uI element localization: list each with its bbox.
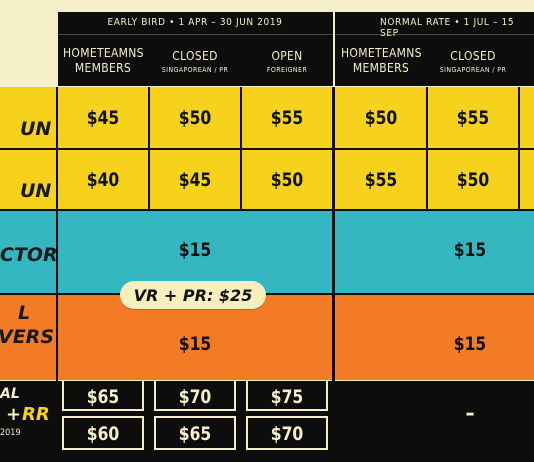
- bundle-box-4: [62, 416, 144, 450]
- bundle-box-3: [246, 381, 328, 411]
- col-header-open-early: OPEN FOREIGNER: [266, 48, 308, 74]
- bundle-normal-dash: –: [465, 400, 475, 426]
- bundle-r2-c3: $70: [270, 423, 304, 445]
- bundle-label-top: AL: [0, 386, 20, 402]
- row-1-bg: [0, 87, 534, 149]
- price-r1-c3: $55: [270, 107, 304, 129]
- bundle-r1-c3: $75: [270, 386, 304, 408]
- price-r2-c1: $40: [86, 169, 120, 191]
- bundle-box-1: [62, 381, 144, 411]
- vr-pr-pill: VR + PR: $25: [120, 281, 266, 309]
- price-r4-early: $15: [178, 333, 212, 355]
- bundle-box-2: [154, 381, 236, 411]
- price-r1-c4: $50: [364, 107, 398, 129]
- col-header-closed-early: CLOSED SINGAPOREAN / PR: [161, 48, 229, 74]
- bundle-r2-c1: $60: [86, 423, 120, 445]
- col-header-hometeamns-normal: HOMETEAMNS MEMBERS: [341, 46, 422, 75]
- row-1-label: UN: [20, 118, 52, 140]
- price-r3-early: $15: [178, 239, 212, 261]
- row-2-bg: [0, 150, 534, 210]
- row-4-label-top: L: [18, 302, 31, 324]
- row-4-label-bottom: VERS: [0, 326, 54, 348]
- row-3-label: CTOR: [0, 244, 58, 266]
- price-r2-c3: $50: [270, 169, 304, 191]
- col-header-hometeamns-early: HOMETEAMNS MEMBERS: [63, 46, 144, 75]
- bundle-label-year: 2019: [0, 428, 21, 438]
- price-r1-c1: $45: [86, 107, 120, 129]
- header-bar: [58, 12, 534, 86]
- price-r2-c5: $50: [456, 169, 490, 191]
- col-header-closed-normal: CLOSED SINGAPOREAN / PR: [439, 48, 507, 74]
- normal-rate-header: NORMAL RATE • 1 JUL – 15 SEP: [380, 17, 515, 39]
- bundle-label-rr: RR: [22, 404, 50, 425]
- row-4-bg: [0, 294, 534, 380]
- price-r2-c2: $45: [178, 169, 212, 191]
- price-r4-normal: $15: [453, 333, 487, 355]
- price-r1-c5: $55: [456, 107, 490, 129]
- price-r2-c4: $55: [364, 169, 398, 191]
- price-r1-c2: $50: [178, 107, 212, 129]
- bundle-box-6: [246, 416, 328, 450]
- row-3-bg: [0, 211, 534, 294]
- row-2-label: UN: [20, 180, 52, 202]
- bundle-label-plus: +: [6, 404, 22, 425]
- early-bird-header: EARLY BIRD • 1 APR – 30 JUN 2019: [107, 17, 283, 28]
- bundle-r1-c2: $70: [178, 386, 212, 408]
- bundle-r2-c2: $65: [178, 423, 212, 445]
- bundle-box-5: [154, 416, 236, 450]
- bundle-r1-c1: $65: [86, 386, 120, 408]
- price-r3-normal: $15: [453, 239, 487, 261]
